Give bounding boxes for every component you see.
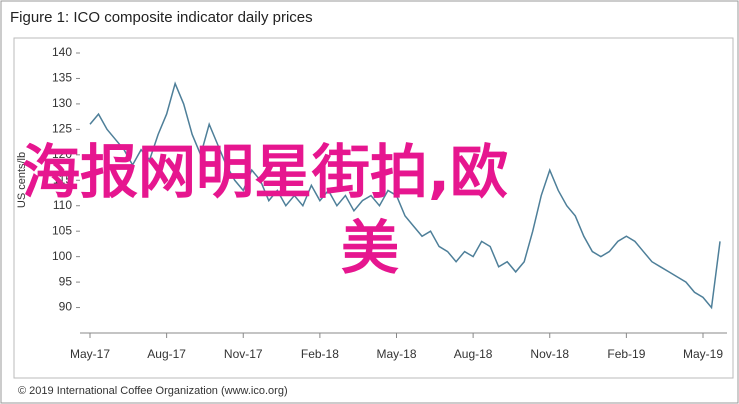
y-tick-label: 120 — [52, 147, 72, 161]
x-tick-label: Aug-18 — [454, 347, 493, 361]
y-tick-label: 90 — [59, 300, 73, 314]
x-tick-label: May-18 — [376, 347, 416, 361]
x-tick-label: Aug-17 — [147, 347, 186, 361]
y-tick-label: 115 — [53, 172, 72, 186]
y-axis-label: US cents/lb — [16, 152, 28, 208]
y-tick-label: 135 — [52, 71, 72, 85]
price-line — [89, 81, 721, 310]
y-tick-label: 125 — [52, 122, 72, 136]
x-tick-label: May-17 — [70, 347, 110, 361]
footer: © 2019 International Coffee Organization… — [18, 385, 288, 397]
y-tick-label: 110 — [53, 198, 72, 212]
x-tick-label: Feb-18 — [301, 347, 339, 361]
x-tick-label: Feb-19 — [607, 347, 645, 361]
overlay-text: 美 — [341, 214, 399, 282]
y-tick-label: 105 — [52, 223, 72, 237]
x-tick-label: Nov-18 — [530, 347, 569, 361]
chart-title: Figure 1: ICO composite indicator daily … — [10, 9, 313, 26]
y-tick-label: 95 — [59, 274, 73, 288]
y-tick-label: 130 — [52, 96, 72, 110]
y-tick-label: 140 — [52, 45, 72, 59]
overlay-text: 海报网明星街拍,欧 — [22, 138, 508, 206]
y-tick-label: 100 — [52, 249, 72, 263]
x-tick-label: Nov-17 — [224, 347, 263, 361]
x-tick-label: May-19 — [683, 347, 723, 361]
plot-frame — [13, 37, 734, 379]
